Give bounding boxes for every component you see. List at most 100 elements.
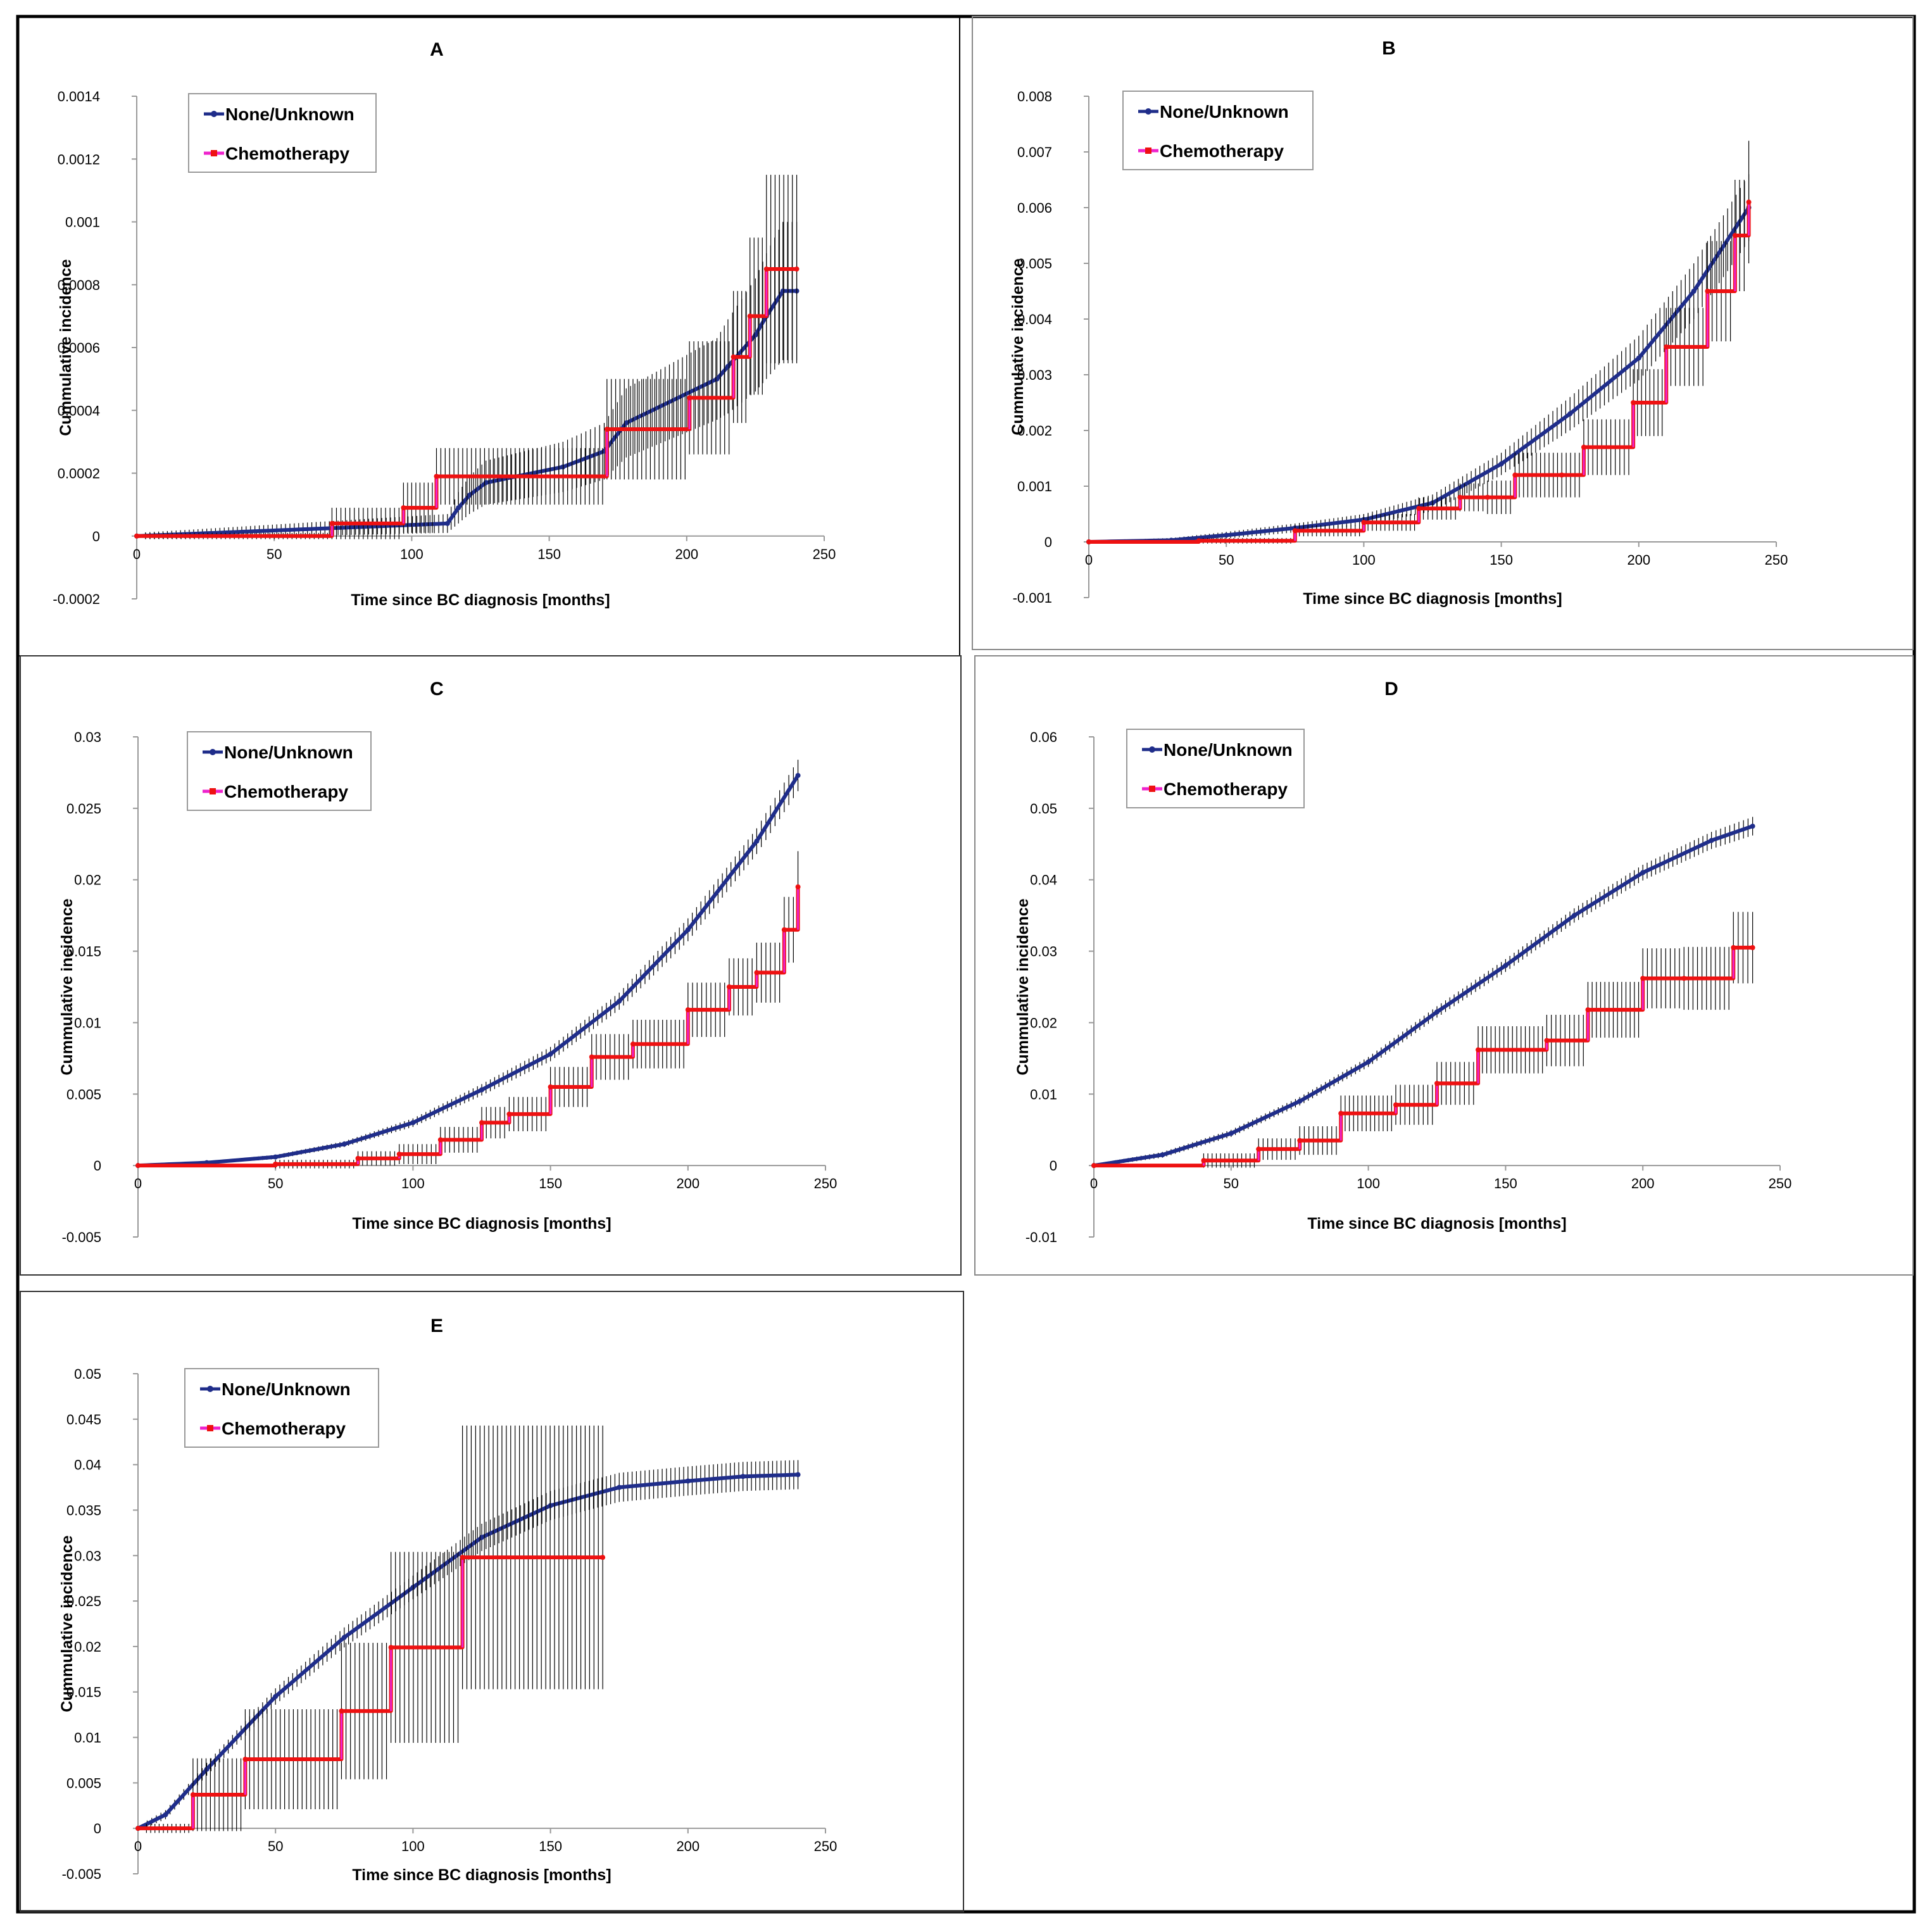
data-point [1434,1081,1440,1086]
y-tick-label: 0.03 [74,729,101,745]
data-point [444,520,450,526]
y-axis-title: Cummulative incidence [57,259,75,436]
data-point [795,884,801,889]
y-tick-label: -0.005 [62,1866,101,1882]
y-tick-label: 0.0004 [58,403,100,418]
outer-frame [16,15,1916,1914]
data-point [460,1555,465,1560]
data-point [1567,411,1573,417]
data-point [1640,976,1646,981]
legend: None/Unknown Chemotherapy [188,93,377,173]
data-point [1731,945,1736,950]
data-point [339,1708,344,1714]
x-tick-label: 100 [400,546,423,562]
legend-box [1122,91,1314,170]
x-tick-label: 100 [401,1838,425,1854]
data-point [273,1154,279,1160]
y-tick-label: 0.01 [74,1015,101,1031]
data-point [781,927,787,932]
y-axis-title: Cummulative incidence [1009,258,1027,435]
series-line [138,887,800,1168]
y-tick-label: 0.003 [1017,367,1052,383]
y-tick-label: 0.04 [74,1457,101,1473]
data-point [685,1478,691,1484]
data-point [600,1555,606,1560]
data-point [1750,945,1755,950]
panel-title: A [430,39,444,60]
x-axis-title: Time since BC diagnosis [months] [1307,1215,1566,1233]
y-tick-label: 0.05 [74,1366,101,1382]
series-chemotherapy [1086,141,1752,544]
y-tick-label: 0.015 [66,1685,101,1700]
x-tick-label: 50 [267,546,282,562]
data-point [1681,976,1687,981]
data-point [1224,532,1229,538]
y-tick-label: 0.005 [1017,256,1052,272]
y-tick-label: 0.015 [66,944,101,960]
series-line [137,774,800,1168]
data-point [1091,1163,1096,1169]
x-tick-label: 150 [537,546,561,562]
y-tick-label: 0.06 [1030,729,1057,745]
data-point [1559,472,1565,478]
y-tick-label: 0.0006 [58,340,100,356]
data-point [388,1645,394,1650]
data-point [624,420,629,426]
x-tick-label: 0 [1085,552,1093,568]
x-tick-label: 150 [1494,1176,1517,1191]
data-point [617,998,622,1004]
y-tick-label: 0 [92,529,100,544]
x-tick-label: 50 [268,1838,283,1854]
y-tick-label: 0.03 [1030,944,1057,960]
legend-marker-chemotherapy [1145,148,1151,154]
y-tick-label: 0 [94,1821,101,1836]
series-line [136,289,797,538]
x-tick-label: 200 [675,546,698,562]
data-point [1434,1009,1440,1015]
y-tick-label: 0.04 [1030,872,1057,888]
data-point [725,363,731,369]
panel-title: B [1382,38,1396,59]
data-point [204,1766,210,1772]
data-point [1476,1047,1481,1053]
x-tick-label: 150 [1490,552,1513,568]
data-point [1086,539,1091,544]
data-point [134,533,139,539]
data-point [548,1084,553,1089]
panel-title: C [430,679,444,700]
data-point [242,1757,248,1762]
x-tick-label: 100 [1357,1176,1380,1191]
data-point [341,1141,347,1147]
data-point [479,1535,484,1540]
data-point [1498,461,1504,467]
y-tick-label: 0 [1044,534,1052,550]
series-line [138,1555,603,1831]
y-axis-title: Cummulative incidence [58,898,76,1075]
x-tick-label: 0 [133,546,141,562]
y-tick-label: 0.0012 [58,151,100,167]
panel-b: B -0.001 0 0.001 0.002 0.003 0.004 0.005 0.006 0.… [1009,38,1788,608]
y-tick-label: 0 [1050,1158,1057,1174]
x-tick-label: 200 [676,1176,699,1191]
x-tick-label: 250 [1765,552,1788,568]
data-point [731,354,736,360]
data-point [1457,494,1463,500]
data-point [437,1137,443,1143]
legend: None/Unknown Chemotherapy [1126,729,1305,808]
series-chemotherapy [134,175,800,539]
data-point [687,395,693,401]
y-tick-label: 0.0002 [58,466,100,482]
data-point [1732,233,1738,238]
data-point [1746,199,1752,205]
data-point [1196,538,1201,544]
x-tick-label: 0 [134,1176,142,1191]
y-tick-label: 0.007 [1017,144,1052,160]
data-point [794,266,800,272]
legend-label-chemotherapy: Chemotherapy [1164,779,1288,799]
data-point [1484,494,1490,500]
frame-c [20,655,962,1276]
y-tick-label: 0.01 [74,1730,101,1746]
data-point [467,493,472,498]
data-point [1365,1059,1371,1065]
